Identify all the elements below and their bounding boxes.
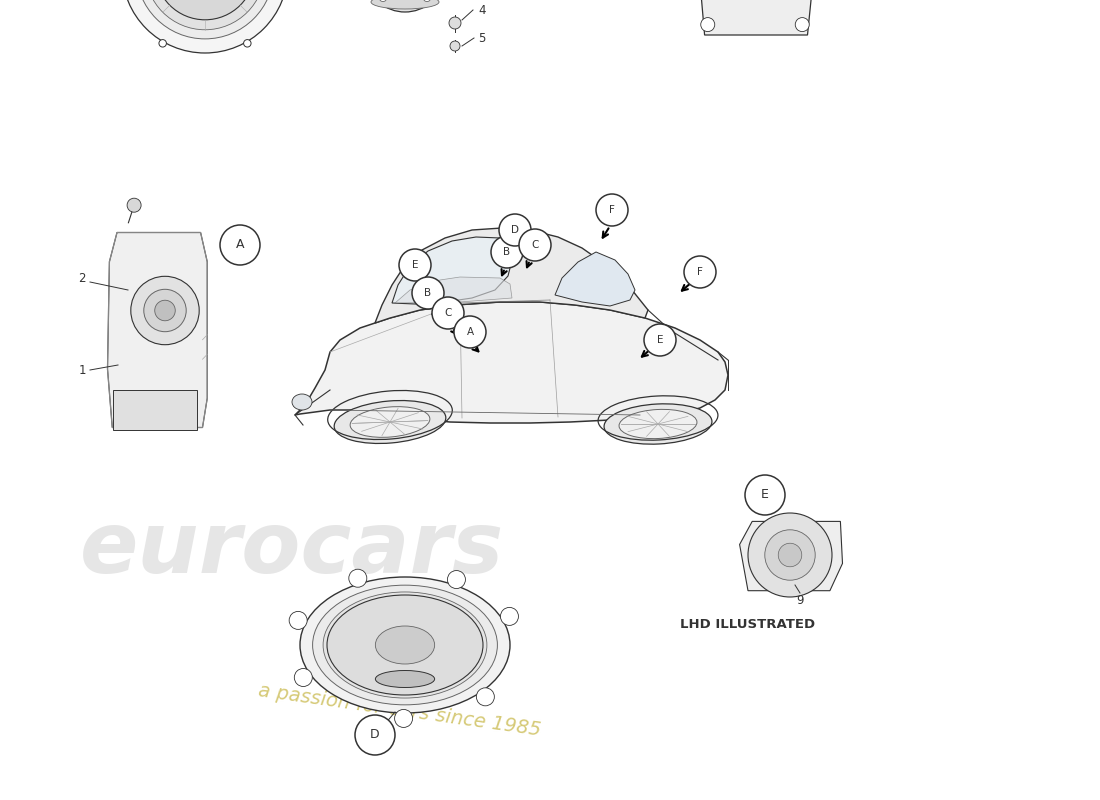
Circle shape bbox=[795, 18, 810, 31]
Circle shape bbox=[684, 256, 716, 288]
Circle shape bbox=[491, 236, 522, 268]
Circle shape bbox=[145, 0, 265, 30]
Ellipse shape bbox=[312, 585, 497, 705]
Circle shape bbox=[701, 18, 715, 31]
Circle shape bbox=[778, 543, 802, 566]
Circle shape bbox=[450, 41, 460, 51]
Circle shape bbox=[295, 669, 312, 686]
Circle shape bbox=[243, 39, 251, 47]
Text: E: E bbox=[761, 489, 769, 502]
Circle shape bbox=[748, 513, 832, 597]
Circle shape bbox=[476, 688, 494, 706]
Circle shape bbox=[454, 316, 486, 348]
Ellipse shape bbox=[334, 401, 446, 443]
Circle shape bbox=[220, 225, 260, 265]
Text: 2: 2 bbox=[78, 271, 86, 285]
Ellipse shape bbox=[371, 0, 439, 9]
Circle shape bbox=[399, 249, 431, 281]
Text: C: C bbox=[531, 240, 539, 250]
Text: 4: 4 bbox=[478, 3, 485, 17]
Circle shape bbox=[128, 198, 141, 212]
Polygon shape bbox=[392, 237, 512, 304]
Circle shape bbox=[122, 0, 288, 53]
Circle shape bbox=[499, 214, 531, 246]
Ellipse shape bbox=[350, 406, 430, 438]
Ellipse shape bbox=[604, 404, 712, 444]
Ellipse shape bbox=[375, 626, 434, 664]
Ellipse shape bbox=[375, 670, 434, 687]
Text: C: C bbox=[444, 308, 452, 318]
Circle shape bbox=[432, 297, 464, 329]
Ellipse shape bbox=[327, 595, 483, 695]
Circle shape bbox=[449, 17, 461, 29]
Circle shape bbox=[395, 710, 412, 727]
Circle shape bbox=[412, 277, 444, 309]
Text: D: D bbox=[371, 729, 380, 742]
Circle shape bbox=[745, 475, 785, 515]
Polygon shape bbox=[395, 277, 512, 303]
Ellipse shape bbox=[323, 592, 487, 698]
Circle shape bbox=[500, 607, 518, 626]
Circle shape bbox=[519, 229, 551, 261]
Polygon shape bbox=[108, 233, 207, 427]
Text: 8: 8 bbox=[374, 722, 382, 734]
Circle shape bbox=[448, 570, 465, 589]
Circle shape bbox=[289, 611, 307, 630]
Ellipse shape bbox=[292, 394, 312, 410]
Polygon shape bbox=[375, 228, 648, 323]
Circle shape bbox=[424, 0, 430, 2]
Text: B: B bbox=[425, 288, 431, 298]
Polygon shape bbox=[556, 252, 635, 306]
Ellipse shape bbox=[368, 0, 441, 12]
Polygon shape bbox=[739, 522, 843, 590]
Text: B: B bbox=[504, 247, 510, 257]
Ellipse shape bbox=[300, 577, 510, 713]
Circle shape bbox=[155, 300, 175, 321]
Text: 9: 9 bbox=[796, 594, 804, 606]
Polygon shape bbox=[697, 0, 813, 35]
Text: F: F bbox=[609, 205, 615, 215]
Circle shape bbox=[155, 0, 255, 20]
Text: eurocars: eurocars bbox=[80, 509, 504, 591]
Polygon shape bbox=[295, 302, 728, 423]
Circle shape bbox=[764, 530, 815, 580]
Circle shape bbox=[136, 0, 274, 39]
Text: 1: 1 bbox=[78, 363, 86, 377]
Text: A: A bbox=[466, 327, 474, 337]
Circle shape bbox=[596, 194, 628, 226]
Text: E: E bbox=[411, 260, 418, 270]
Text: LHD ILLUSTRATED: LHD ILLUSTRATED bbox=[680, 618, 815, 631]
Circle shape bbox=[355, 715, 395, 755]
Text: 5: 5 bbox=[478, 31, 485, 45]
Text: E: E bbox=[657, 335, 663, 345]
Text: a passion for cars since 1985: a passion for cars since 1985 bbox=[257, 681, 542, 739]
Circle shape bbox=[144, 290, 186, 332]
Text: A: A bbox=[235, 238, 244, 251]
Ellipse shape bbox=[762, 557, 817, 578]
Circle shape bbox=[349, 570, 366, 587]
FancyBboxPatch shape bbox=[113, 390, 197, 430]
Text: D: D bbox=[512, 225, 519, 235]
Circle shape bbox=[379, 0, 386, 2]
Circle shape bbox=[131, 276, 199, 345]
Text: F: F bbox=[697, 267, 703, 277]
Ellipse shape bbox=[619, 410, 697, 438]
Circle shape bbox=[158, 39, 166, 47]
Circle shape bbox=[644, 324, 676, 356]
